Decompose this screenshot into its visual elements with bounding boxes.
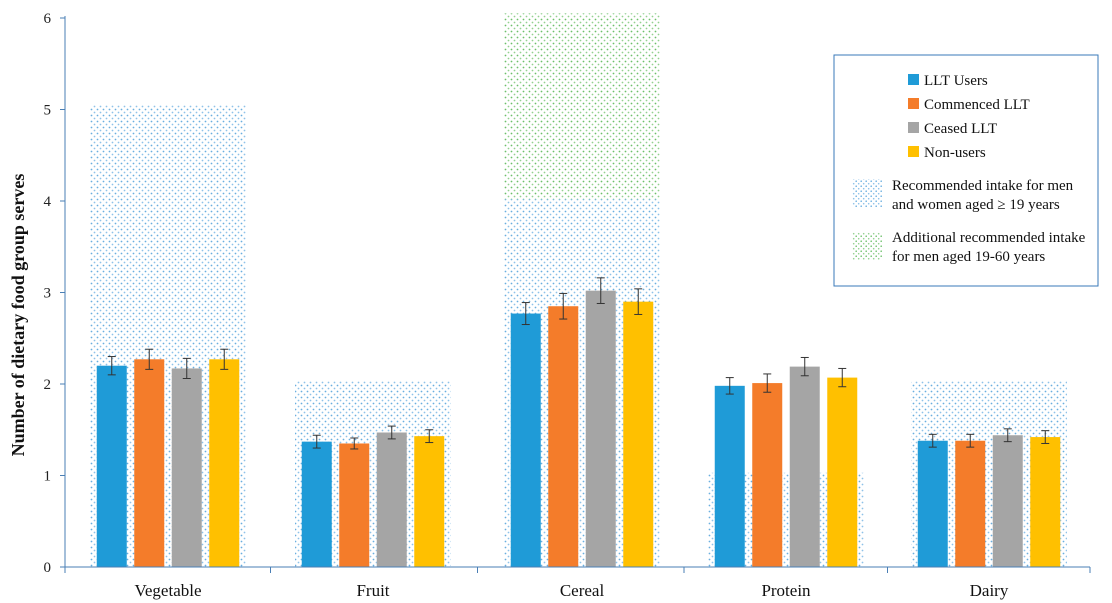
axes: 0 1 2 3 4 5 6 Vegetable Fruit Cereal Protein Dairy <box>44 11 1091 600</box>
y-tick-label-1: 1 <box>44 469 52 485</box>
bar-dairy-commenced-llt <box>955 440 986 567</box>
legend-label-additional-intake-2: for men aged 19-60 years <box>892 249 1045 265</box>
bar-vegetable-non-users <box>209 359 240 567</box>
error-bar-protein-non-users <box>838 367 847 388</box>
y-tick-label-3: 3 <box>44 286 52 302</box>
error-bar-protein-llt-users <box>725 377 734 395</box>
legend-label-additional-intake-1: Additional recommended intake <box>892 230 1086 246</box>
x-tick-label-dairy: Dairy <box>970 581 1009 600</box>
bar-cereal-non-users <box>623 301 654 567</box>
legend-label-non-users: Non-users <box>924 145 986 161</box>
legend-label-ceased-llt: Ceased LLT <box>924 121 997 137</box>
bar-dairy-ceased-llt <box>992 435 1023 567</box>
bar-fruit-non-users <box>414 436 445 567</box>
legend-swatch-additional-intake <box>852 232 882 260</box>
x-tick-label-cereal: Cereal <box>560 581 605 600</box>
bar-protein-ceased-llt <box>789 366 820 567</box>
bar-dairy-llt-users <box>917 440 948 567</box>
error-bar-fruit-commenced-llt <box>350 437 359 450</box>
error-bar-dairy-non-users <box>1041 430 1050 444</box>
legend-label-llt-users: LLT Users <box>924 73 988 89</box>
additional-band-cereal <box>504 13 660 200</box>
bar-cereal-llt-users <box>510 313 541 567</box>
y-tick-label-6: 6 <box>44 11 52 27</box>
error-bar-dairy-commenced-llt <box>966 433 975 448</box>
x-tick-label-protein: Protein <box>761 581 811 600</box>
y-tick-label-0: 0 <box>44 560 52 576</box>
bar-cereal-ceased-llt <box>585 290 616 567</box>
bar-cereal-commenced-llt <box>548 306 579 567</box>
bar-vegetable-commenced-llt <box>134 359 165 567</box>
error-bar-cereal-non-users <box>634 288 643 315</box>
y-tick-label-2: 2 <box>44 377 52 393</box>
error-bar-vegetable-llt-users <box>107 356 116 376</box>
error-bar-fruit-ceased-llt <box>387 425 396 440</box>
bar-protein-non-users <box>827 377 858 567</box>
bar-fruit-commenced-llt <box>339 443 370 567</box>
x-tick-label-vegetable: Vegetable <box>134 581 201 600</box>
x-tick-label-fruit: Fruit <box>356 581 389 600</box>
error-bar-dairy-ceased-llt <box>1003 428 1012 443</box>
y-tick-label-4: 4 <box>44 194 52 210</box>
error-bar-fruit-llt-users <box>312 434 321 449</box>
legend-swatch-ceased-llt <box>908 122 919 133</box>
legend-swatch-recommended-intake <box>852 179 882 207</box>
y-axis-title: Number of dietary food group serves <box>8 174 28 457</box>
bar-fruit-ceased-llt <box>376 432 407 567</box>
legend-swatch-commenced-llt <box>908 98 919 109</box>
bar-protein-commenced-llt <box>752 383 783 567</box>
error-bar-dairy-llt-users <box>928 433 937 448</box>
error-bar-vegetable-non-users <box>220 348 229 370</box>
error-bar-vegetable-ceased-llt <box>182 357 191 380</box>
error-bars-layer <box>107 277 1050 450</box>
legend-label-commenced-llt: Commenced LLT <box>924 97 1030 113</box>
error-bar-fruit-non-users <box>425 429 434 444</box>
legend-swatch-non-users <box>908 146 919 157</box>
y-tick-label-5: 5 <box>44 103 52 119</box>
bar-vegetable-llt-users <box>96 365 127 567</box>
bar-protein-llt-users <box>714 385 745 567</box>
bar-vegetable-ceased-llt <box>171 368 202 567</box>
error-bar-protein-commenced-llt <box>763 373 772 393</box>
legend-label-recommended-intake-1: Recommended intake for men <box>892 178 1074 194</box>
error-bar-vegetable-commenced-llt <box>145 348 154 370</box>
error-bar-cereal-ceased-llt <box>596 277 605 304</box>
error-bar-cereal-llt-users <box>521 302 530 326</box>
bars-layer <box>96 290 1061 567</box>
bar-fruit-llt-users <box>301 441 332 567</box>
legend: LLT Users Commenced LLT Ceased LLT Non-u… <box>833 54 1099 287</box>
error-bar-protein-ceased-llt <box>800 356 809 377</box>
legend-swatch-llt-users <box>908 74 919 85</box>
legend-label-recommended-intake-2: and women aged ≥ 19 years <box>892 197 1060 213</box>
bar-dairy-non-users <box>1030 437 1061 567</box>
error-bar-cereal-commenced-llt <box>559 292 568 320</box>
